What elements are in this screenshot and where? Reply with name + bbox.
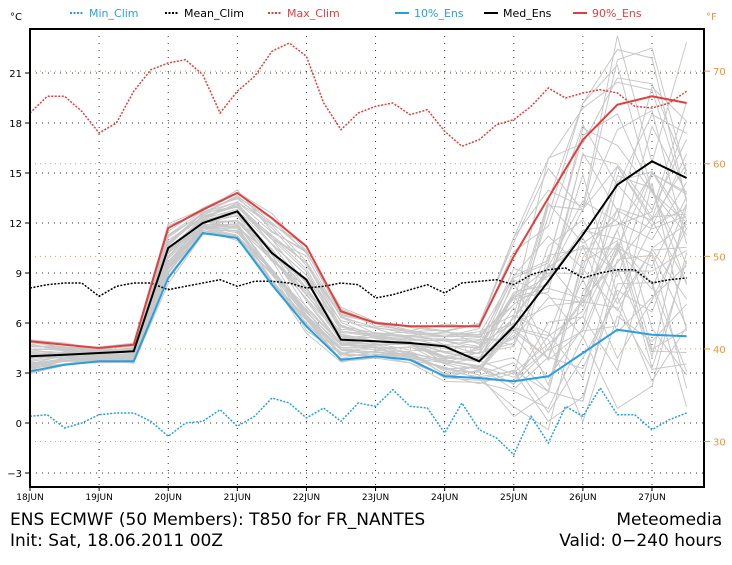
tick-label-f: 40: [713, 345, 726, 356]
tick-label-day: 22JUN: [293, 493, 320, 503]
plot-frame: [29, 28, 705, 488]
series-line-max-clim: [29, 42, 688, 148]
series-line-p90: [29, 95, 687, 350]
series-line-median: [29, 160, 688, 363]
x-axis: 18JUN 19JUN 20JUN 21JUN 22JUN 23JUN 24JUN 25JUN…: [16, 487, 666, 503]
tick-label-c: 6: [16, 319, 22, 330]
ensemble-member-line: [29, 173, 687, 357]
y-axis-right: 30 40 50 60 70: [704, 67, 726, 449]
ensemble-member-line: [29, 64, 687, 352]
tick-label-f: 60: [713, 160, 726, 171]
tick-label-f: 50: [713, 252, 726, 263]
tick-label-day: 18JUN: [16, 493, 43, 503]
tick-label-day: 25JUN: [500, 493, 527, 503]
tick-label-c: 15: [9, 169, 22, 180]
tick-label-c: 12: [9, 219, 22, 230]
chart-title: ENS ECMWF (50 Members): T850 for FR_NANT…: [10, 510, 426, 530]
legend: Min_Clim Mean_Clim Max_Clim 10%_Ens Med_Ens 9…: [70, 7, 642, 20]
legend-label-median: Med_Ens: [503, 7, 552, 20]
legend-label-mean-clim: Mean_Clim: [184, 7, 244, 20]
fahrenheit-gridlines: [30, 70, 704, 443]
legend-label-max-clim: Max_Clim: [287, 7, 340, 20]
series-line-mean-clim: [29, 267, 687, 299]
source-label: Meteomedia: [616, 510, 722, 530]
legend-label-p90: 90%_Ens: [592, 7, 642, 20]
ensemble-member-line: [29, 226, 688, 414]
tick-label-day: 24JUN: [431, 493, 458, 503]
chart-init-time: Init: Sat, 18.06.2011 00Z: [10, 531, 224, 551]
valid-range: Valid: 0−240 hours: [559, 531, 722, 551]
ensemble-member-line: [29, 49, 688, 350]
y-unit-celsius: °C: [10, 12, 22, 23]
series-line-p10: [29, 231, 687, 383]
tick-label-day: 23JUN: [362, 493, 389, 503]
tick-label-day: 26JUN: [569, 493, 596, 503]
ensemble-chart: −3 0 3 6 9 12 15 18 21 30 40 50 60 70 18JUN 19JUN 20JU…: [7, 7, 726, 503]
ensemble-member-line: [29, 181, 688, 354]
legend-label-p10: 10%_Ens: [414, 7, 464, 20]
ensemble-members: [29, 35, 688, 431]
celsius-gridlines: [30, 72, 704, 474]
tick-label-f: 30: [713, 438, 726, 449]
ensemble-member-line: [29, 81, 688, 350]
tick-label-c: 0: [16, 419, 22, 430]
series-lines: [29, 42, 688, 456]
tick-label-day: 20JUN: [155, 493, 182, 503]
ensemble-member-line: [29, 86, 687, 351]
tick-label-c: 9: [16, 269, 22, 280]
ensemble-member-line: [29, 233, 687, 424]
y-axis-left: −3 0 3 6 9 12 15 18 21: [7, 69, 30, 480]
tick-label-day: 27JUN: [638, 493, 665, 503]
tick-label-f: 70: [713, 67, 726, 78]
tick-label-day: 21JUN: [224, 493, 251, 503]
legend-label-min-clim: Min_Clim: [89, 7, 139, 20]
tick-label-c: 21: [9, 69, 22, 80]
tick-label-day: 19JUN: [85, 493, 112, 503]
tick-label-c: 3: [16, 369, 22, 380]
tick-label-c: −3: [7, 469, 22, 480]
ensemble-member-line: [29, 208, 688, 393]
y-unit-fahrenheit: °F: [706, 12, 717, 23]
tick-label-c: 18: [9, 119, 22, 130]
series-line-min-clim: [29, 386, 687, 456]
